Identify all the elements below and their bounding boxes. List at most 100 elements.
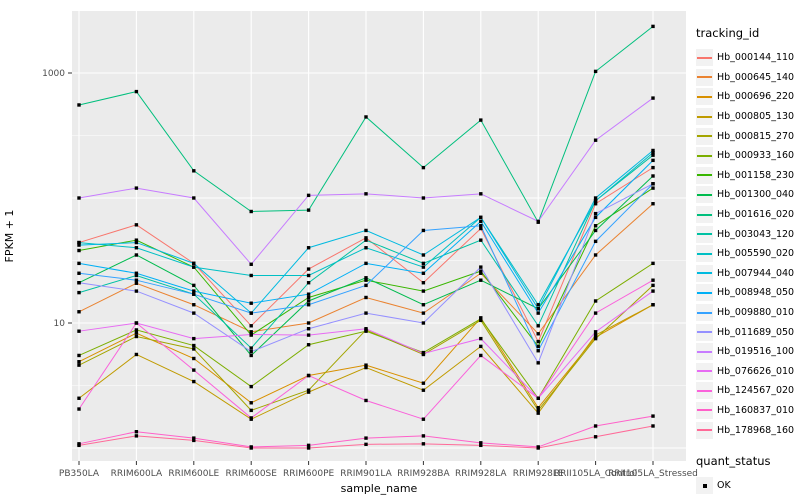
data-point [651, 165, 655, 170]
data-point [479, 278, 483, 282]
data-point [421, 442, 426, 446]
data-point [421, 165, 426, 170]
data-point [249, 384, 253, 389]
data-point [536, 303, 540, 307]
data-point [306, 299, 311, 303]
data-point [364, 363, 368, 367]
legend-item: Hb_160837_010 [696, 401, 800, 421]
data-point [593, 330, 598, 334]
legend-item: Hb_000696_220 [696, 87, 800, 107]
data-point [249, 332, 253, 337]
data-point [77, 310, 81, 314]
series-color-line-icon [697, 213, 712, 216]
x-tick-label: RRIM600LE [168, 469, 219, 479]
legend-key-icon [696, 264, 713, 282]
legend-key-icon [696, 304, 713, 322]
legend-item: Hb_000144_110 [696, 48, 800, 68]
data-point [479, 226, 483, 231]
legend-items: Hb_000144_110 Hb_000645_140 Hb_000696_220 H… [696, 48, 800, 440]
data-point [134, 246, 139, 250]
data-point [536, 339, 540, 344]
legend-item-label: Hb_001158_230 [717, 169, 795, 181]
axis-tick-labels: 10 1000 PB350LA RRIM600LA RRIM600LE RRIM600SE… [42, 69, 698, 479]
series-color-line-icon [697, 311, 712, 314]
data-point [192, 368, 196, 372]
legend-key-icon [696, 382, 713, 400]
legend-key-icon [696, 225, 713, 243]
data-point [364, 365, 368, 370]
data-point [77, 353, 81, 358]
data-point [651, 182, 655, 186]
legend-item-label: Hb_008948_050 [717, 287, 795, 299]
data-point [364, 283, 368, 288]
data-point [192, 347, 196, 351]
data-point [651, 414, 655, 418]
data-point [421, 381, 426, 385]
data-point [593, 299, 598, 303]
data-point [77, 443, 81, 448]
data-point [593, 239, 598, 244]
data-point [306, 343, 311, 347]
data-point [134, 430, 139, 434]
data-point [421, 261, 426, 266]
data-point [192, 196, 196, 200]
x-tick-label: RRIM600SE [225, 469, 277, 479]
data-point [651, 289, 655, 293]
series-color-line-icon [697, 252, 712, 255]
legend-key-icon [696, 49, 713, 67]
legend-item: Hb_000933_160 [696, 146, 800, 166]
series-color-line-icon [697, 272, 712, 275]
data-point [651, 283, 655, 288]
data-point [421, 228, 426, 233]
x-tick-label: RRIM928LE [513, 469, 564, 479]
data-point [364, 436, 368, 440]
data-point [192, 343, 196, 348]
data-point [77, 281, 81, 285]
data-point [593, 202, 598, 206]
black-square-point-icon [702, 483, 707, 488]
legend-item: Hb_001158_230 [696, 166, 800, 186]
legend-item: Hb_178968_160 [696, 420, 800, 440]
data-point [536, 396, 540, 400]
series-color-line-icon [697, 291, 712, 294]
legend-item: Hb_124567_020 [696, 381, 800, 401]
data-point [651, 158, 655, 163]
data-point [77, 363, 81, 367]
data-point [364, 192, 368, 196]
legend-key-icon [696, 127, 713, 145]
data-point [134, 281, 139, 285]
data-point [306, 246, 311, 250]
legend-item: OK [696, 476, 800, 496]
axis-ticks [68, 72, 654, 465]
data-point [134, 253, 139, 257]
data-point [593, 138, 598, 142]
series-color-line-icon [697, 233, 712, 236]
legend-key-icon [696, 206, 713, 224]
legend-item-label: Hb_000805_130 [717, 111, 795, 123]
data-point [651, 202, 655, 206]
data-point [479, 344, 483, 349]
data-point [479, 317, 483, 321]
data-point [364, 311, 368, 315]
data-point [192, 311, 196, 315]
y-tick-label: 1000 [42, 69, 65, 79]
data-point [306, 281, 311, 285]
data-point [306, 208, 311, 212]
data-point [364, 278, 368, 282]
data-point [249, 353, 253, 358]
legend-item-label: Hb_000645_140 [717, 71, 795, 83]
legend-item-label: Hb_009880_010 [717, 307, 795, 319]
legend-title: tracking_id [696, 26, 760, 40]
data-point [593, 435, 598, 439]
data-point [479, 219, 483, 224]
data-point [249, 346, 253, 350]
data-point [192, 436, 196, 440]
legend-item: Hb_000815_270 [696, 126, 800, 146]
legend-item: Hb_001300_040 [696, 185, 800, 205]
data-point [593, 336, 598, 341]
series-color-line-icon [697, 331, 712, 334]
data-point [364, 327, 368, 331]
legend-item-label: Hb_005590_020 [717, 248, 795, 260]
data-point [249, 446, 253, 450]
